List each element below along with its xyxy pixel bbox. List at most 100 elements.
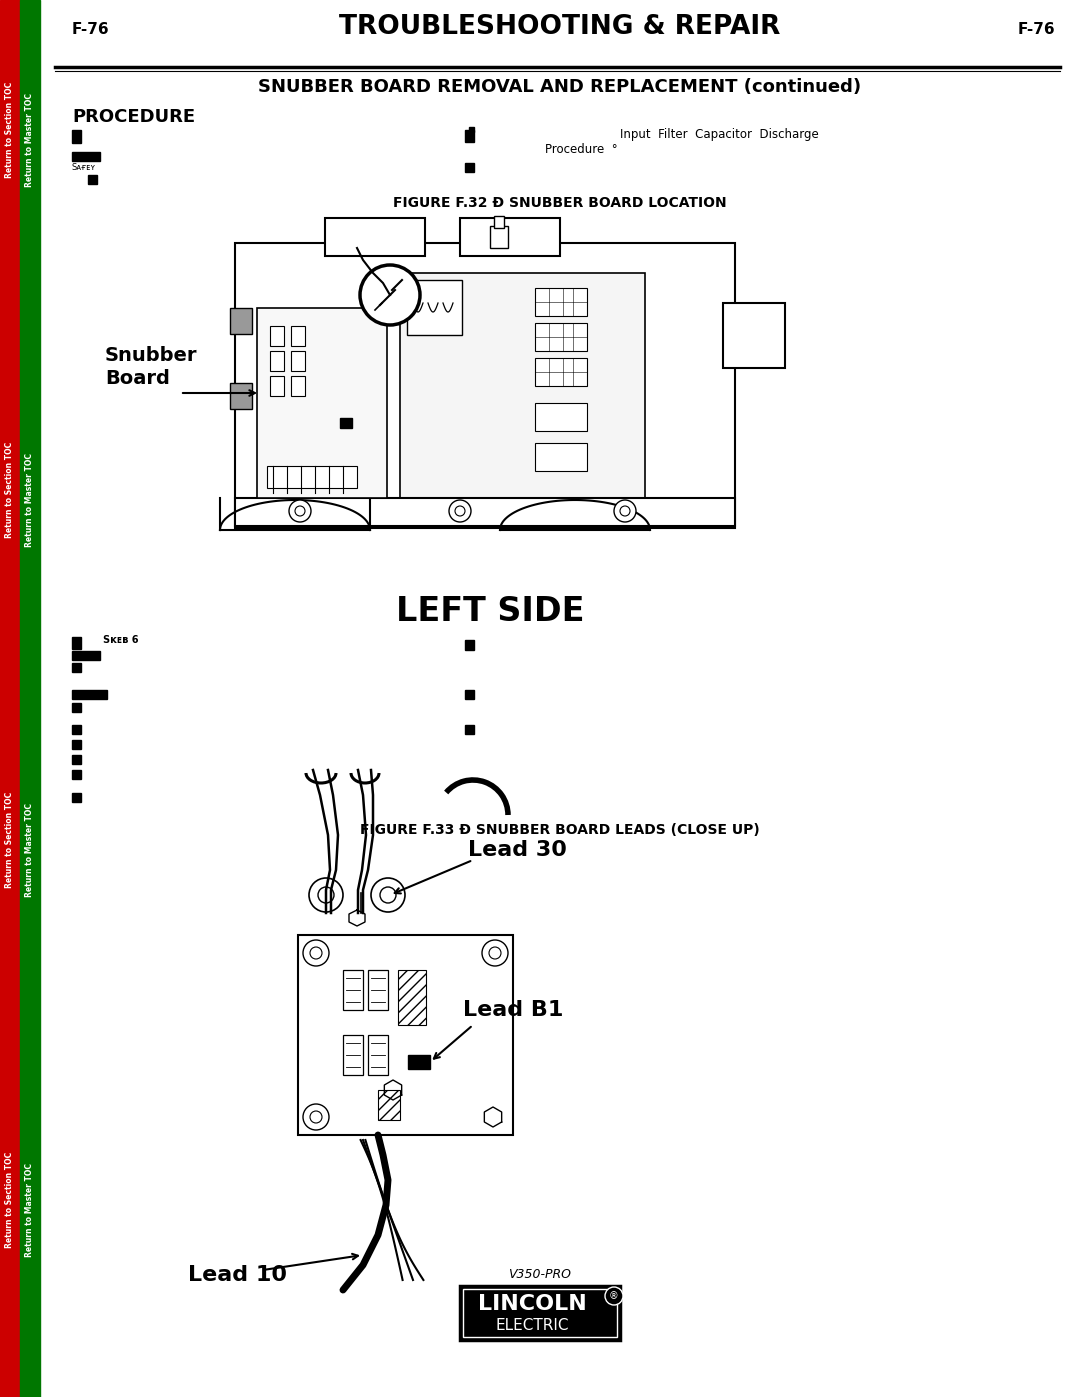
Bar bbox=[465, 725, 474, 733]
Circle shape bbox=[310, 1111, 322, 1123]
Bar bbox=[72, 637, 81, 650]
Text: Snubber
Board: Snubber Board bbox=[105, 346, 198, 388]
Bar bbox=[465, 690, 474, 698]
Circle shape bbox=[380, 887, 396, 902]
Bar bbox=[343, 1035, 363, 1076]
Bar bbox=[368, 1035, 388, 1076]
Circle shape bbox=[318, 887, 334, 902]
Bar bbox=[298, 935, 513, 1134]
Circle shape bbox=[489, 947, 501, 958]
Circle shape bbox=[372, 877, 405, 912]
Bar bbox=[465, 163, 474, 172]
Circle shape bbox=[360, 265, 420, 326]
Bar bbox=[0, 0, 21, 1397]
Bar bbox=[291, 376, 305, 395]
Bar bbox=[340, 418, 352, 427]
Text: LEFT SIDE: LEFT SIDE bbox=[395, 595, 584, 629]
Bar bbox=[291, 326, 305, 346]
Bar bbox=[72, 770, 81, 780]
Circle shape bbox=[295, 506, 305, 515]
Text: PROCEDURE: PROCEDURE bbox=[72, 108, 195, 126]
Text: SNUBBER BOARD REMOVAL AND REPLACEMENT (continued): SNUBBER BOARD REMOVAL AND REPLACEMENT (c… bbox=[258, 78, 862, 96]
Bar bbox=[72, 754, 81, 764]
Bar bbox=[723, 303, 785, 367]
Circle shape bbox=[455, 506, 465, 515]
Bar bbox=[87, 175, 97, 184]
Bar bbox=[230, 307, 252, 334]
Circle shape bbox=[289, 500, 311, 522]
Circle shape bbox=[482, 940, 508, 965]
Text: ELECTRIC: ELECTRIC bbox=[496, 1317, 569, 1333]
Bar bbox=[72, 703, 81, 712]
Bar bbox=[270, 351, 284, 372]
Text: Sᴀғᴇʏ: Sᴀғᴇʏ bbox=[72, 163, 96, 172]
Bar bbox=[368, 970, 388, 1010]
Bar bbox=[72, 725, 81, 733]
Circle shape bbox=[309, 877, 343, 912]
Bar bbox=[407, 279, 462, 335]
Bar bbox=[325, 218, 426, 256]
Bar bbox=[535, 358, 588, 386]
Bar bbox=[490, 226, 508, 249]
Bar bbox=[460, 218, 561, 256]
Bar bbox=[535, 402, 588, 432]
Circle shape bbox=[310, 947, 322, 958]
Bar bbox=[270, 326, 284, 346]
Text: F-76: F-76 bbox=[72, 22, 110, 36]
Bar bbox=[270, 376, 284, 395]
Bar bbox=[235, 497, 735, 527]
Text: LINCOLN: LINCOLN bbox=[477, 1294, 586, 1315]
Text: Return to Master TOC: Return to Master TOC bbox=[26, 1162, 35, 1257]
Text: Lead 10: Lead 10 bbox=[188, 1266, 287, 1285]
Bar bbox=[291, 351, 305, 372]
Bar bbox=[72, 740, 81, 749]
Circle shape bbox=[620, 506, 630, 515]
Bar bbox=[230, 383, 252, 409]
Bar bbox=[399, 970, 426, 1025]
Bar bbox=[72, 152, 100, 161]
Bar bbox=[465, 130, 474, 142]
Bar bbox=[460, 1287, 620, 1340]
Text: Procedure  °: Procedure ° bbox=[545, 142, 618, 156]
Bar bbox=[400, 272, 645, 509]
Text: FIGURE F.33 Ð SNUBBER BOARD LEADS (CLOSE UP): FIGURE F.33 Ð SNUBBER BOARD LEADS (CLOSE… bbox=[360, 823, 760, 837]
Bar bbox=[257, 307, 387, 497]
Text: V350-PRO: V350-PRO bbox=[509, 1268, 571, 1281]
Bar bbox=[535, 443, 588, 471]
Bar bbox=[535, 288, 588, 316]
Text: Return to Section TOC: Return to Section TOC bbox=[5, 441, 14, 538]
Text: Lead 30: Lead 30 bbox=[468, 840, 567, 861]
Bar bbox=[469, 127, 474, 131]
Bar bbox=[408, 1055, 430, 1069]
Bar bbox=[378, 1090, 400, 1120]
Circle shape bbox=[605, 1287, 623, 1305]
Text: Return to Master TOC: Return to Master TOC bbox=[26, 453, 35, 548]
Bar bbox=[235, 243, 735, 528]
Bar bbox=[463, 1289, 617, 1337]
Text: Return to Section TOC: Return to Section TOC bbox=[5, 792, 14, 888]
Circle shape bbox=[303, 940, 329, 965]
Bar bbox=[72, 130, 81, 142]
Bar bbox=[267, 467, 357, 488]
Text: Return to Master TOC: Return to Master TOC bbox=[26, 803, 35, 897]
Bar bbox=[343, 970, 363, 1010]
Text: Lead B1: Lead B1 bbox=[463, 1000, 564, 1020]
Bar bbox=[72, 651, 100, 659]
Text: Return to Section TOC: Return to Section TOC bbox=[5, 1153, 14, 1248]
Bar bbox=[465, 640, 474, 650]
Text: TROUBLESHOOTING & REPAIR: TROUBLESHOOTING & REPAIR bbox=[339, 14, 781, 41]
Bar bbox=[21, 0, 40, 1397]
Circle shape bbox=[303, 1104, 329, 1130]
Text: ®: ® bbox=[609, 1291, 619, 1301]
Text: Sᴋᴇʙ 6: Sᴋᴇʙ 6 bbox=[103, 636, 138, 645]
Text: Return to Master TOC: Return to Master TOC bbox=[26, 94, 35, 187]
Circle shape bbox=[449, 500, 471, 522]
Bar bbox=[72, 793, 81, 802]
Bar bbox=[72, 664, 81, 672]
Text: Input  Filter  Capacitor  Discharge: Input Filter Capacitor Discharge bbox=[620, 129, 819, 141]
Text: FIGURE F.32 Ð SNUBBER BOARD LOCATION: FIGURE F.32 Ð SNUBBER BOARD LOCATION bbox=[393, 196, 727, 210]
Circle shape bbox=[615, 500, 636, 522]
Text: F-76: F-76 bbox=[1017, 22, 1055, 36]
Text: Return to Section TOC: Return to Section TOC bbox=[5, 82, 14, 179]
Bar bbox=[535, 323, 588, 351]
